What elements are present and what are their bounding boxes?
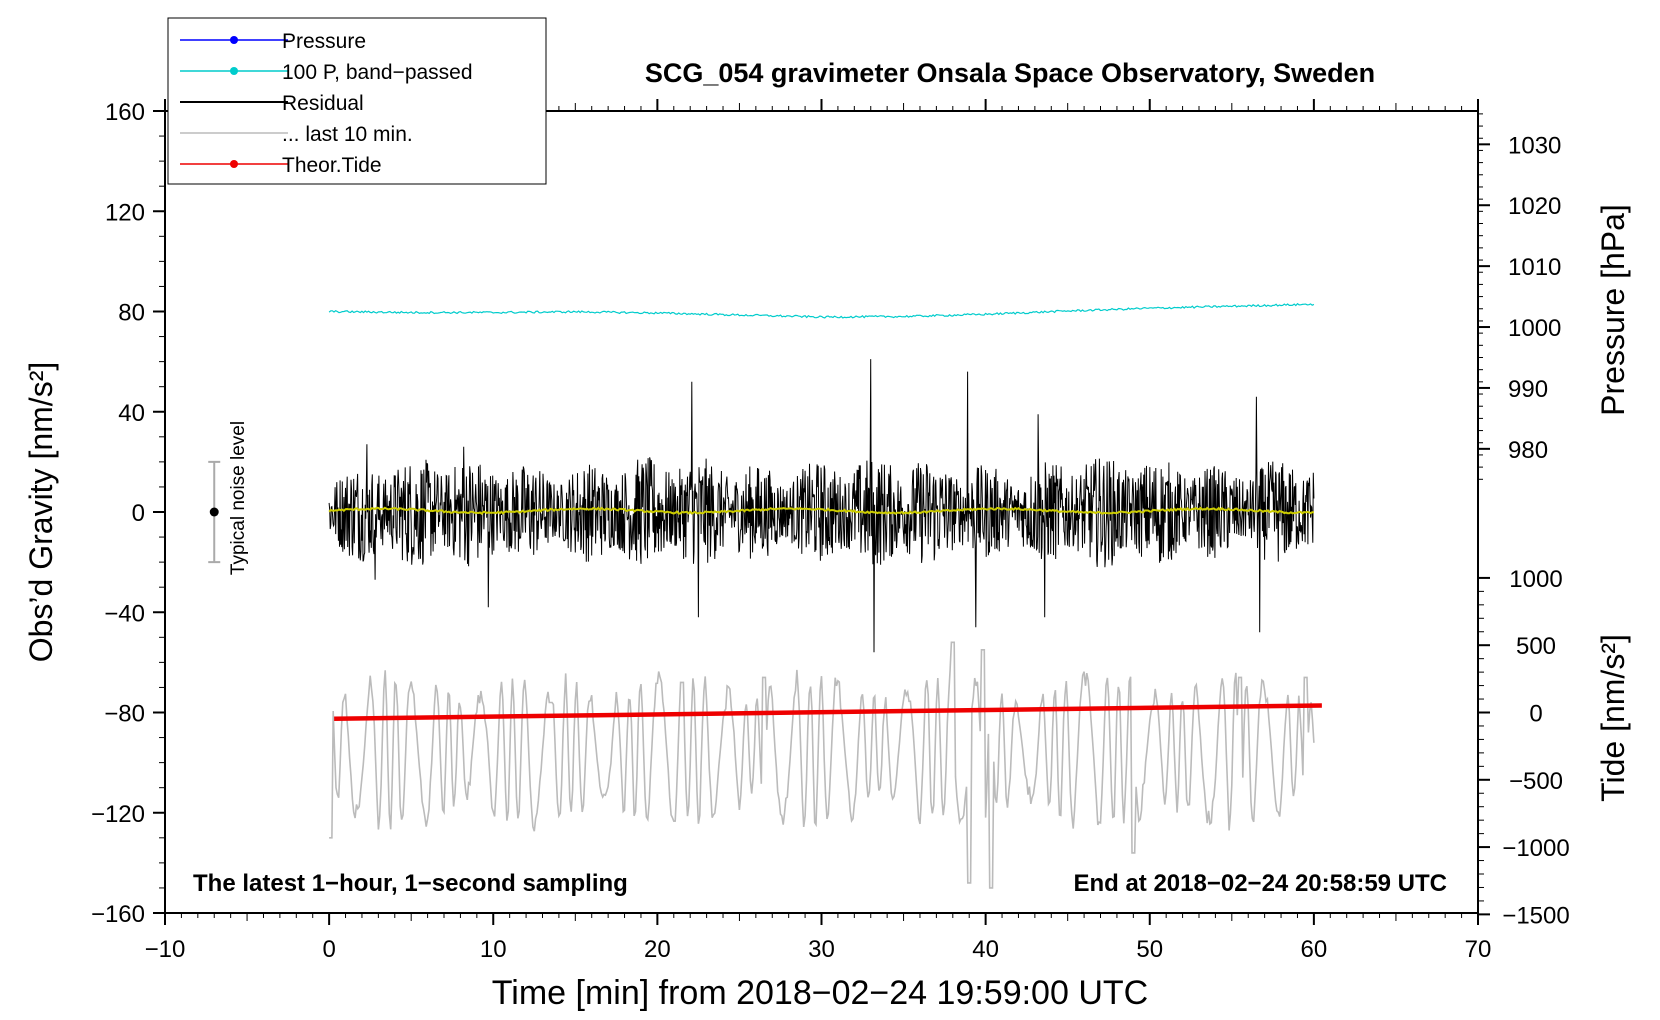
y-axis-label-tide: Tide [nm/s²] bbox=[1595, 634, 1631, 802]
x-tick-label: 10 bbox=[480, 936, 507, 963]
x-tick-label: 20 bbox=[644, 936, 671, 963]
legend-label: Theor.Tide bbox=[282, 154, 382, 177]
legend-label: 100 P, band−passed bbox=[282, 61, 473, 84]
noise-bar-center bbox=[209, 507, 219, 517]
y-tick-label: 80 bbox=[118, 300, 145, 327]
tick-marks: −10 0 10 20 30 40 50 60 7016012080400−40−80−120−… bbox=[91, 99, 1570, 963]
y-axis-label-gravity: Obs’d Gravity [nm/s²] bbox=[23, 362, 59, 663]
legend-marker bbox=[230, 160, 238, 168]
noise-level-indicator: Typical noise level bbox=[208, 421, 249, 575]
pressure-tick-label: 980 bbox=[1508, 437, 1548, 464]
x-axis-label: Time [min] from 2018−02−24 19:59:00 UTC bbox=[492, 974, 1148, 1012]
x-tick-label: 30 bbox=[808, 936, 835, 963]
legend-label: ... last 10 min. bbox=[282, 123, 413, 146]
pressure-tick-label: 990 bbox=[1508, 376, 1548, 403]
legend-marker bbox=[230, 36, 238, 44]
pressure-tick-label: 1020 bbox=[1508, 193, 1561, 220]
theoretical-tide-trace bbox=[334, 703, 1322, 722]
pressure-tick-label: 1000 bbox=[1508, 315, 1561, 342]
tide-tick-label: 0 bbox=[1529, 701, 1542, 728]
x-tick-label: 0 bbox=[322, 936, 335, 963]
pressure-tick-label: 1030 bbox=[1508, 132, 1561, 159]
y-tick-label: −160 bbox=[91, 901, 145, 928]
chart-title: SCG_054 gravimeter Onsala Space Observat… bbox=[645, 58, 1375, 88]
legend: Pressure 100 P, band−passed Residual ... la… bbox=[167, 17, 547, 185]
pressure-tick-label: 1010 bbox=[1508, 254, 1561, 281]
residual-smoothed-trace bbox=[328, 506, 1314, 516]
legend-marker bbox=[230, 67, 238, 75]
sampling-note: The latest 1−hour, 1−second sampling bbox=[193, 870, 628, 897]
y-tick-label: 160 bbox=[105, 99, 145, 126]
y-tick-label: −40 bbox=[104, 600, 145, 627]
tide-tick-label: 1000 bbox=[1509, 566, 1562, 593]
last-10-min-trace bbox=[329, 641, 1315, 889]
tide-tick-label: −1500 bbox=[1502, 902, 1569, 929]
legend-label: Pressure bbox=[282, 30, 366, 53]
end-time-note: End at 2018−02−24 20:58:59 UTC bbox=[1073, 870, 1447, 897]
x-tick-label: 50 bbox=[1136, 936, 1163, 963]
x-tick-label: 60 bbox=[1301, 936, 1328, 963]
tide-tick-label: 500 bbox=[1516, 633, 1556, 660]
legend-label: Residual bbox=[282, 92, 364, 115]
x-tick-label: 70 bbox=[1465, 936, 1492, 963]
noise-level-label: Typical noise level bbox=[228, 421, 249, 575]
y-axis-label-pressure: Pressure [hPa] bbox=[1595, 204, 1631, 416]
x-tick-label: −10 bbox=[145, 936, 186, 963]
y-tick-label: 120 bbox=[105, 199, 145, 226]
y-tick-label: 40 bbox=[118, 400, 145, 427]
tide-tick-label: −500 bbox=[1509, 768, 1563, 795]
residual-trace bbox=[328, 359, 1315, 653]
data-traces bbox=[328, 302, 1322, 889]
x-tick-label: 40 bbox=[972, 936, 999, 963]
tide-tick-label: −1000 bbox=[1502, 835, 1569, 862]
band-passed-pressure-trace bbox=[328, 302, 1315, 319]
y-tick-label: 0 bbox=[132, 500, 145, 527]
y-tick-label: −120 bbox=[91, 801, 145, 828]
y-tick-label: −80 bbox=[104, 701, 145, 728]
